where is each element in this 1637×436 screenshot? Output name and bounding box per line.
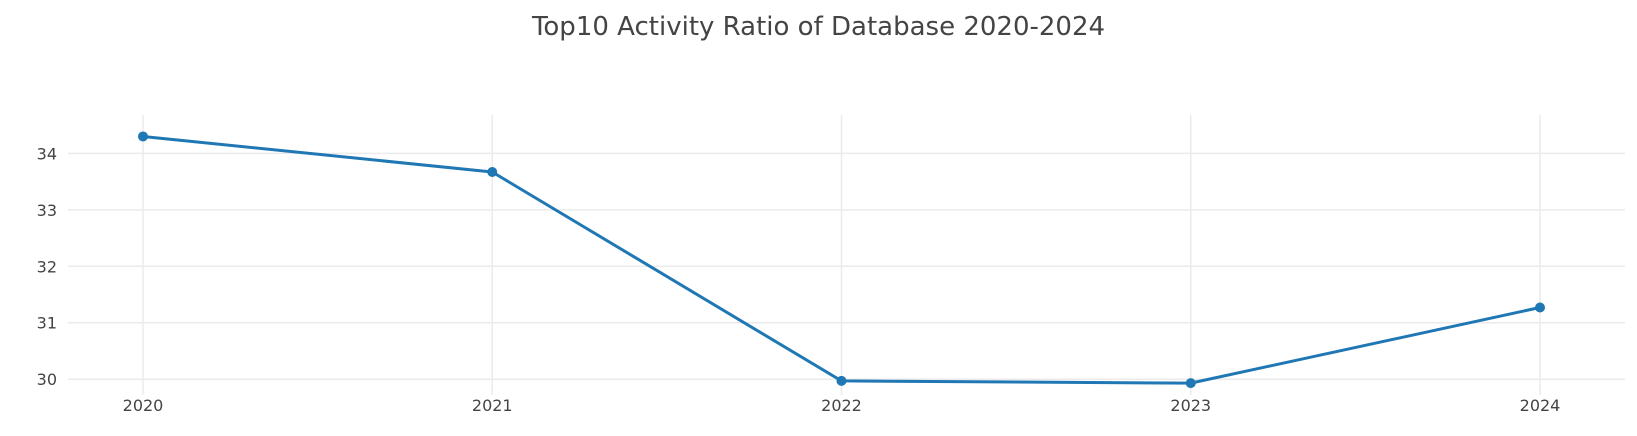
series-layer (138, 131, 1545, 389)
x-tick-label: 2023 (1170, 396, 1211, 415)
grid-layer (68, 115, 1625, 395)
y-axis-ticks: 30 31 32 33 34 (37, 144, 57, 389)
x-tick-label: 2022 (821, 396, 862, 415)
data-point[interactable] (836, 375, 847, 386)
y-tick-label: 33 (37, 201, 57, 220)
data-point[interactable] (138, 131, 148, 142)
data-point[interactable] (487, 167, 498, 178)
y-tick-label: 31 (37, 314, 57, 333)
x-tick-label: 2024 (1520, 396, 1561, 415)
data-point[interactable] (1185, 378, 1196, 389)
x-axis-ticks: 2020 2021 2022 2023 2024 (123, 396, 1561, 415)
x-tick-label: 2020 (123, 396, 164, 415)
y-tick-label: 32 (37, 257, 57, 276)
y-tick-label: 34 (37, 144, 57, 163)
y-tick-label: 30 (37, 370, 57, 389)
x-tick-label: 2021 (472, 396, 513, 415)
chart-title: Top10 Activity Ratio of Database 2020-20… (531, 12, 1106, 42)
data-point[interactable] (1535, 302, 1545, 313)
